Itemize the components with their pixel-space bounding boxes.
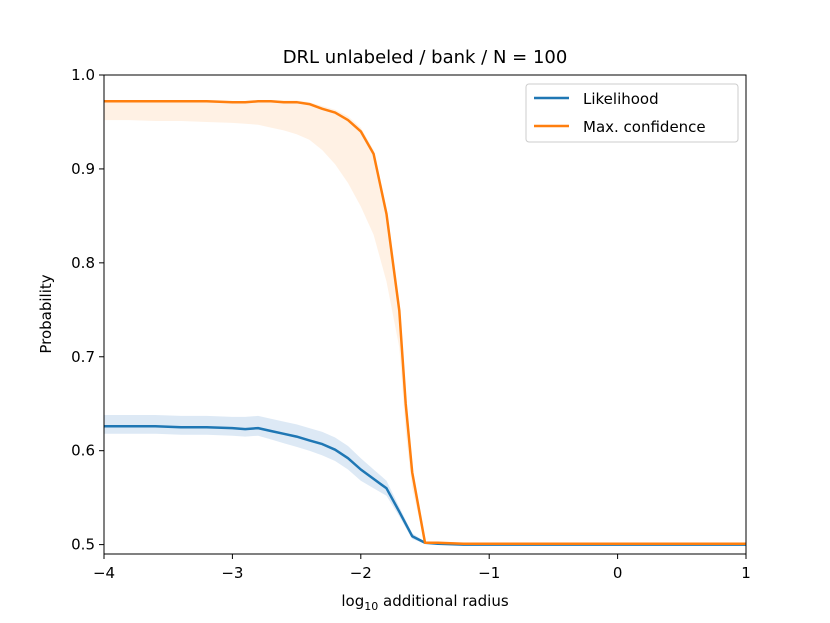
x-tick-label: −3 bbox=[221, 564, 243, 582]
x-axis-label-rest: additional radius bbox=[378, 592, 509, 610]
x-axis-label: log10 additional radius bbox=[341, 592, 508, 613]
plot-frame bbox=[103, 74, 747, 555]
chart-title: DRL unlabeled / bank / N = 100 bbox=[283, 47, 568, 68]
y-tick-label: 0.7 bbox=[71, 348, 95, 366]
x-tick-label: −1 bbox=[478, 564, 500, 582]
legend-label-likelihood: Likelihood bbox=[583, 90, 659, 108]
legend-label-max-confidence: Max. confidence bbox=[583, 118, 706, 136]
y-axis-label: Probability bbox=[37, 274, 55, 353]
y-tick-label: 0.8 bbox=[71, 254, 95, 272]
x-tick-label: 1 bbox=[741, 564, 751, 582]
y-tick-label: 1.0 bbox=[71, 66, 95, 84]
x-tick-label: −2 bbox=[350, 564, 372, 582]
legend-box bbox=[525, 83, 739, 143]
y-tick-label: 0.6 bbox=[71, 442, 95, 460]
y-tick-label: 0.5 bbox=[71, 536, 95, 554]
y-axis-ticks: 0.5 0.6 0.7 0.8 0.9 1.0 bbox=[71, 66, 104, 554]
legend: Likelihood Max. confidence bbox=[525, 83, 739, 143]
y-tick-label: 0.9 bbox=[71, 160, 95, 178]
x-axis-label-log: log bbox=[341, 592, 364, 610]
x-tick-label: −4 bbox=[93, 564, 115, 582]
x-axis-ticks: −4 −3 −2 −1 0 1 bbox=[93, 554, 751, 582]
x-tick-label: 0 bbox=[613, 564, 623, 582]
series-lines bbox=[104, 100, 746, 546]
line-max-confidence bbox=[104, 100, 746, 545]
x-axis-label-subscript: 10 bbox=[364, 600, 378, 613]
